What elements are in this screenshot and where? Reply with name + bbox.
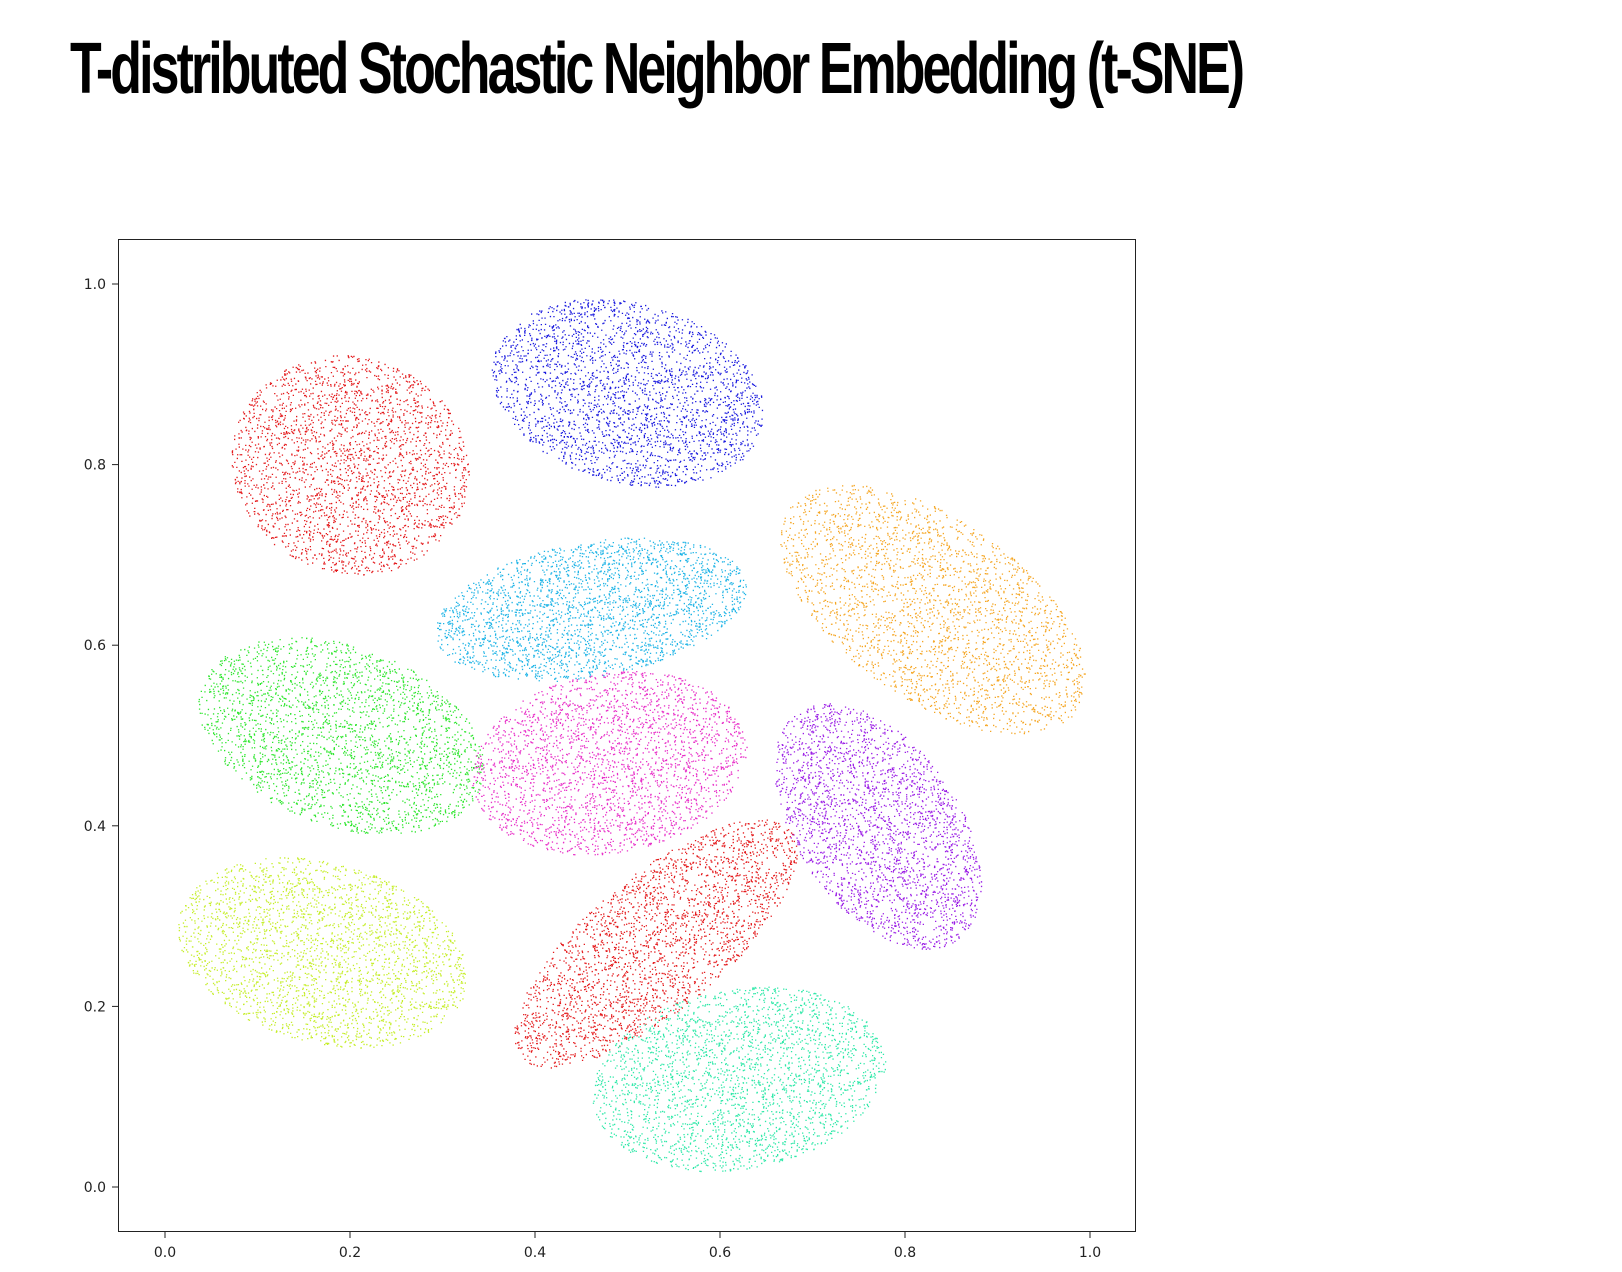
cluster-yellow-green <box>178 857 467 1049</box>
cluster-cyan <box>437 537 747 682</box>
cluster-teal <box>592 986 887 1173</box>
cluster-magenta <box>472 671 748 856</box>
x-tick-label: 0.6 <box>709 1245 731 1261</box>
scatter-points <box>178 299 1086 1173</box>
y-axis-ticks: 0.0 0.2 0.4 0.6 0.8 1.0 <box>84 277 118 1196</box>
x-tick-label: 0.4 <box>524 1245 546 1261</box>
cluster-red-top <box>231 355 470 576</box>
y-tick-label: 0.4 <box>84 819 106 835</box>
page-title: T-distributed Stochastic Neighbor Embedd… <box>70 29 1245 109</box>
x-axis-ticks: 0.0 0.2 0.4 0.6 0.8 1.0 <box>154 1232 1101 1261</box>
cluster-purple <box>775 703 983 950</box>
y-tick-label: 0.6 <box>84 638 106 654</box>
cluster-orange <box>780 484 1086 735</box>
x-tick-label: 1.0 <box>1079 1245 1101 1261</box>
y-tick-label: 0.2 <box>84 999 106 1015</box>
x-tick-label: 0.8 <box>894 1245 916 1261</box>
scatter-plot-area <box>118 239 1136 1232</box>
cluster-red-bottom <box>514 819 798 1069</box>
y-tick-label: 0.0 <box>84 1180 106 1196</box>
cluster-green <box>198 637 484 834</box>
y-tick-label: 0.8 <box>84 458 106 474</box>
y-tick-label: 1.0 <box>84 277 106 293</box>
cluster-blue <box>491 299 764 488</box>
x-tick-label: 0.2 <box>339 1245 361 1261</box>
x-tick-label: 0.0 <box>154 1245 176 1261</box>
